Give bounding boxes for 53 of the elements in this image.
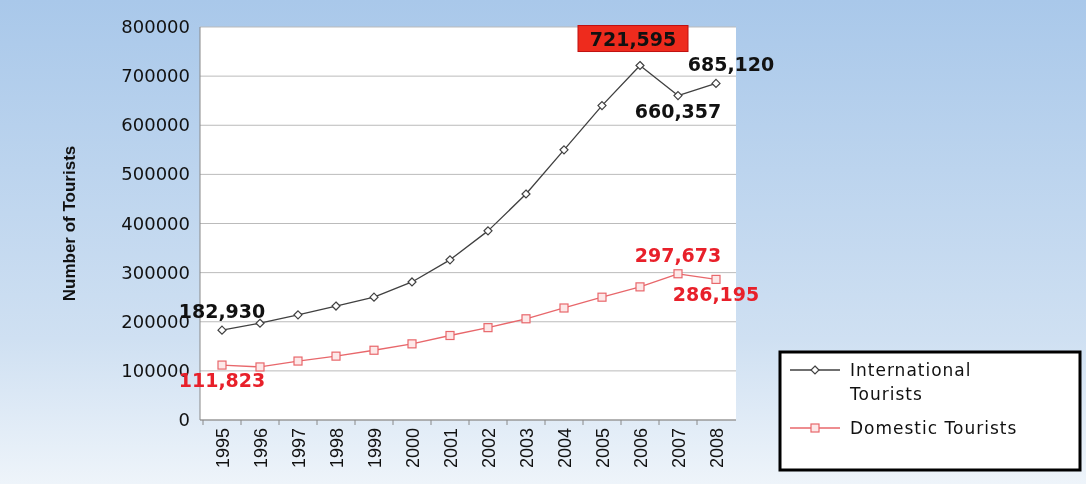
x-tick-label: 2002 <box>479 428 499 469</box>
y-tick-label: 700000 <box>121 65 190 87</box>
x-tick-label: 2003 <box>517 428 537 469</box>
point <box>445 330 455 341</box>
point <box>673 269 683 279</box>
y-axis-title: Number of Tourists <box>60 145 79 302</box>
point <box>407 339 417 349</box>
x-tick-label: 2005 <box>593 428 613 469</box>
point <box>711 78 721 89</box>
x-tick-label: 2004 <box>555 428 575 469</box>
y-tick-label: 300000 <box>121 261 190 283</box>
x-tick-label: 2006 <box>631 428 651 469</box>
legend-label: Domestic Tourists <box>850 418 1018 438</box>
x-tick-label: 2001 <box>441 428 461 469</box>
point <box>483 323 493 333</box>
data-label: 685,120 <box>687 53 775 76</box>
x-tick-label: 1996 <box>251 428 271 469</box>
x-tick-label: 2008 <box>707 428 727 469</box>
point <box>635 60 645 71</box>
data-label: 721,595 <box>589 27 677 50</box>
x-tick-label: 1995 <box>213 428 233 469</box>
point <box>597 101 607 111</box>
x-tick-label: 1998 <box>327 428 347 469</box>
y-tick-label: 600000 <box>121 114 190 136</box>
point <box>559 303 569 313</box>
point <box>255 362 265 372</box>
point <box>369 345 379 355</box>
x-tick-label: 2007 <box>669 428 689 469</box>
legend-label: International Tourists <box>849 360 972 404</box>
y-tick-label: 800000 <box>121 16 190 37</box>
point <box>483 226 493 236</box>
point <box>445 255 455 265</box>
x-tick-label: 1999 <box>365 428 385 469</box>
point <box>293 356 303 366</box>
point <box>711 274 721 285</box>
y-tick-label: 0 <box>178 409 190 430</box>
x-tick-label: 2000 <box>403 428 423 469</box>
point <box>331 351 341 361</box>
point <box>635 282 645 292</box>
y-tick-label: 500000 <box>121 163 190 185</box>
y-tick-label: 400000 <box>121 212 190 234</box>
point <box>217 360 227 370</box>
data-label: 297,673 <box>634 243 722 266</box>
point <box>217 325 227 335</box>
data-label: 660,357 <box>634 99 722 122</box>
point <box>559 145 569 155</box>
point <box>597 292 607 302</box>
point <box>673 91 683 101</box>
point <box>369 292 379 302</box>
point <box>293 310 303 320</box>
data-label: 286,195 <box>672 283 760 306</box>
point <box>521 314 531 324</box>
x-tick-label: 1997 <box>289 428 309 469</box>
